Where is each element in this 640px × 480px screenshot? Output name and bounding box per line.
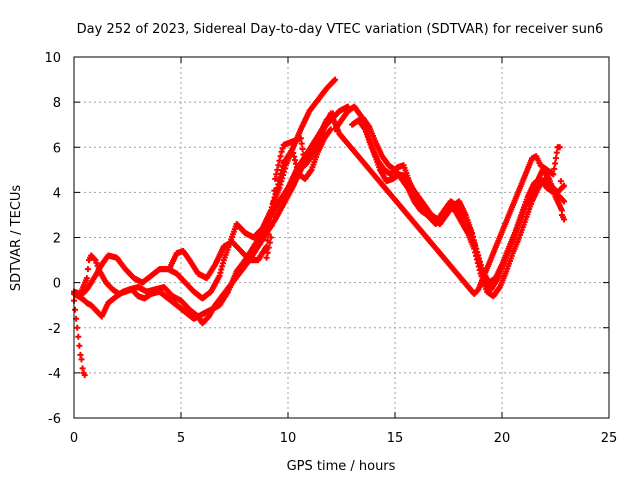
y-tick-label: 6 — [53, 141, 61, 156]
data-points — [71, 76, 568, 379]
data-point — [83, 275, 90, 282]
data-point — [274, 166, 281, 173]
data-point — [299, 146, 306, 153]
series-outliers — [263, 110, 568, 297]
y-tick-label: 0 — [53, 277, 61, 292]
data-point — [561, 182, 568, 189]
data-point — [77, 351, 84, 358]
data-point — [553, 149, 560, 156]
data-point — [551, 165, 558, 172]
y-tick-label: -4 — [48, 367, 61, 382]
data-point — [557, 178, 564, 185]
data-point — [300, 151, 307, 158]
data-point — [552, 160, 559, 167]
data-point — [272, 175, 279, 182]
data-point — [268, 222, 275, 229]
y-tick-label: 10 — [44, 51, 61, 66]
data-point — [271, 187, 278, 194]
data-point — [279, 145, 286, 152]
data-point — [277, 153, 284, 160]
data-point — [81, 372, 88, 379]
y-tick-label: -6 — [48, 412, 61, 427]
y-axis-label: SDTVAR / TECUs — [9, 185, 24, 292]
data-point — [297, 135, 304, 142]
data-point — [275, 162, 282, 169]
data-point — [264, 249, 271, 256]
series-track-g — [359, 114, 565, 293]
y-tick-label: 2 — [53, 232, 61, 247]
data-point — [266, 239, 273, 246]
data-point — [72, 306, 79, 313]
data-point — [267, 234, 274, 241]
data-point — [78, 356, 85, 363]
data-point — [270, 199, 277, 206]
y-tick-label: 8 — [53, 96, 61, 111]
data-point — [265, 231, 272, 238]
data-point — [267, 219, 274, 226]
data-point — [74, 324, 81, 331]
data-point — [278, 148, 285, 155]
x-axis-tick-labels: 0 5 10 15 20 25 — [70, 431, 617, 446]
y-tick-label: -2 — [48, 322, 61, 337]
data-point — [269, 211, 276, 218]
x-axis-label: GPS time / hours — [287, 459, 396, 474]
x-tick-label: 5 — [177, 431, 185, 446]
x-tick-label: 10 — [280, 431, 297, 446]
series-track-d — [167, 126, 334, 282]
data-point — [561, 198, 568, 205]
chart-title: Day 252 of 2023, Sidereal Day-to-day VTE… — [77, 22, 604, 37]
data-point — [84, 266, 91, 273]
y-axis-tick-labels: -6 -4 -2 0 2 4 6 8 10 — [44, 51, 61, 427]
plot-frame — [73, 56, 610, 419]
series-spike-start — [71, 297, 88, 379]
data-point — [298, 140, 305, 147]
data-point — [556, 144, 563, 151]
data-point — [75, 333, 82, 340]
data-point — [76, 342, 83, 349]
data-point — [265, 244, 272, 251]
x-tick-label: 0 — [70, 431, 78, 446]
data-point — [79, 365, 86, 372]
data-point — [273, 171, 280, 178]
data-point — [552, 155, 559, 162]
data-point — [276, 157, 283, 164]
x-tick-label: 15 — [387, 431, 404, 446]
x-tick-label: 25 — [601, 431, 618, 446]
y-tick-label: 4 — [53, 186, 61, 201]
data-point — [550, 171, 557, 178]
data-point — [263, 254, 270, 261]
data-point — [561, 216, 568, 223]
x-tick-label: 20 — [494, 431, 511, 446]
data-point — [332, 76, 339, 83]
